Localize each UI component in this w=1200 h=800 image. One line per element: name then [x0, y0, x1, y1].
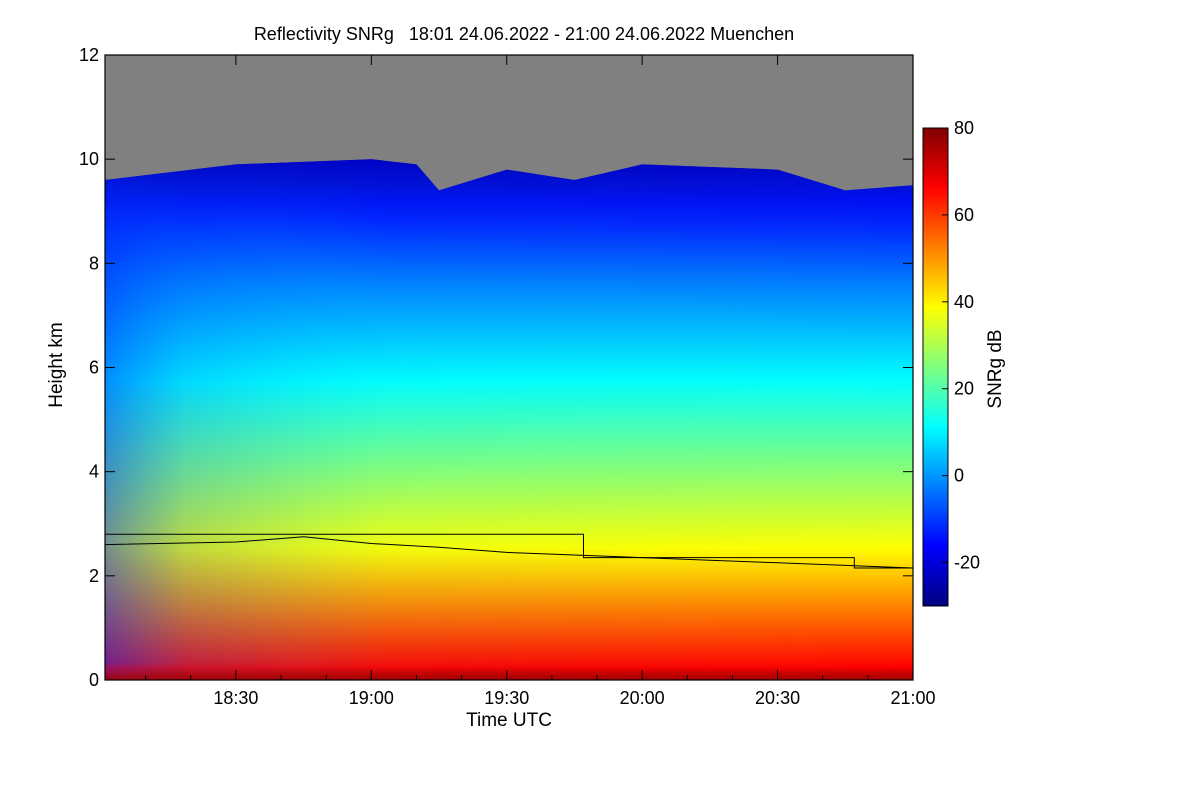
colorbar-tick-label: 60: [954, 205, 974, 225]
y-axis-label: Height km: [46, 322, 67, 408]
y-tick-label: 10: [79, 149, 99, 169]
plot-area: [105, 55, 913, 680]
y-tick-label: 12: [79, 45, 99, 65]
x-tick-label: 19:00: [349, 688, 394, 708]
x-axis: 18:30 19:00 19:30 20:00 20:30 21:00: [145, 55, 936, 708]
colorbar-tick-label: 0: [954, 466, 964, 486]
chart-title: Reflectivity SNRg 18:01 24.06.2022 - 21:…: [254, 24, 794, 44]
x-tick-label: 21:00: [890, 688, 935, 708]
y-tick-label: 6: [89, 358, 99, 378]
near-surface-band: [105, 661, 913, 680]
step-line: [105, 533, 913, 569]
x-tick-label: 20:00: [620, 688, 665, 708]
mixing-layer-height-line: [105, 536, 913, 569]
cloud-top-fringe: [105, 159, 913, 246]
x-tick-label: 18:30: [213, 688, 258, 708]
colorbar: -20 0 20 40 60 80: [922, 118, 980, 607]
colorbar-tick-label: -20: [954, 553, 980, 573]
y-axis: 0 2 4 6 8 10 12: [79, 45, 913, 690]
colorbar-tick-label: 40: [954, 292, 974, 312]
y-tick-label: 4: [89, 462, 99, 482]
y-tick-label: 2: [89, 566, 99, 586]
y-tick-label: 8: [89, 253, 99, 273]
x-tick-label: 20:30: [755, 688, 800, 708]
colorbar-tick-label: 80: [954, 118, 974, 138]
colorbar-label: SNRg dB: [985, 329, 1006, 408]
reflectivity-field-shading: [105, 159, 913, 680]
y-tick-label: 0: [89, 670, 99, 690]
colorbar-tick-label: 20: [954, 379, 974, 399]
x-axis-label: Time UTC: [466, 710, 552, 731]
x-tick-label: 19:30: [484, 688, 529, 708]
colorbar-gradient: [922, 127, 949, 607]
